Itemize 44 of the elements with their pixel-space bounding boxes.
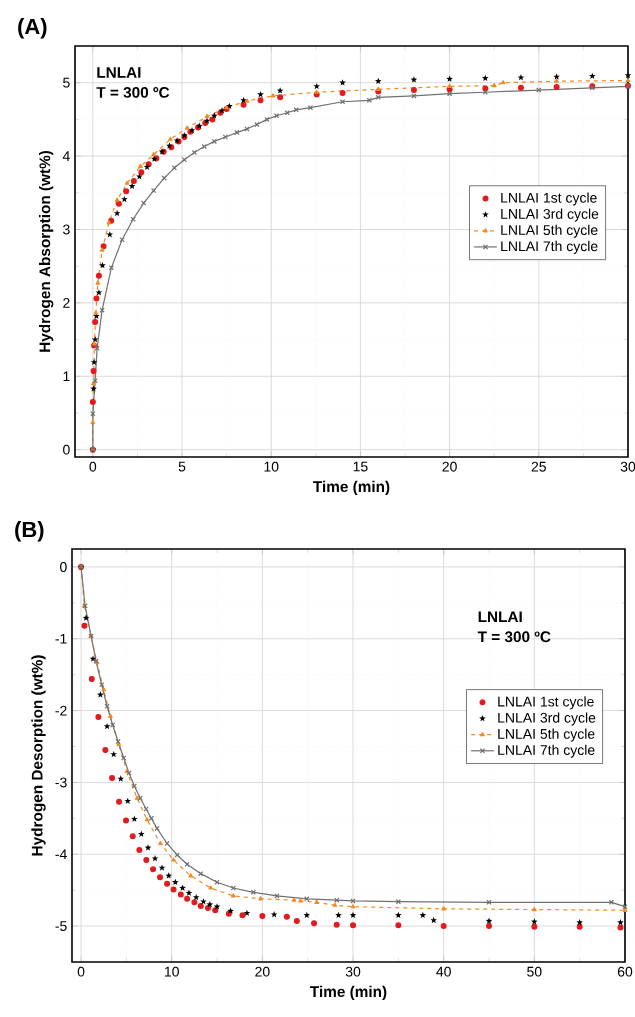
y-tick-label: 3 [63,224,70,235]
y-axis-title: Hydrogen Desorption (wt%) [31,655,46,856]
x-tick-label: 15 [353,461,368,472]
y-tick-label: 0 [60,562,67,572]
y-tick-label: 2 [63,297,70,308]
x-tick-label: 10 [264,461,279,472]
legend-label: LNLAI 5th cycle [498,728,595,742]
annotation: T = 300 ºC [477,631,551,643]
legend-label: LNLAI 5th cycle [501,224,598,238]
y-tick-label: 1 [63,371,70,382]
x-axis-title: Time (min) [313,480,390,496]
x-tick-label: 50 [527,966,542,977]
legend-label: LNLAI 7th cycle [498,744,595,758]
annotation: LNLAI [97,67,141,78]
y-tick-label: 0 [63,444,70,455]
legend-label: LNLAI 7th cycle [501,240,598,254]
y-tick-label: -3 [55,777,67,788]
x-tick-label: 60 [617,966,633,977]
x-tick-label: 0 [77,966,85,977]
legend-label: LNLAI 1st cycle [501,192,597,206]
annotation: LNLAI [478,611,522,623]
x-tick-label: 0 [89,461,97,472]
annotation: T = 300 ºC [96,86,170,98]
y-axis-title: Hydrogen Absorption (wt%) [38,150,54,352]
legend-label: LNLAI 3rd cycle [498,712,596,726]
y-tick-label: -4 [55,849,67,860]
x-tick-label: 5 [178,461,186,472]
y-tick-label: -5 [55,921,67,931]
chart-title: (A) [18,18,47,39]
x-axis-title: Time (min) [310,985,387,1001]
x-tick-label: 20 [442,461,457,472]
x-tick-label: 25 [531,461,546,472]
y-tick-label: 5 [63,77,70,88]
y-tick-label: -2 [55,705,67,716]
chart-title: (B) [15,521,44,542]
x-tick-label: 30 [620,461,635,472]
x-tick-label: 10 [165,966,179,977]
y-tick-label: 4 [62,151,70,161]
x-tick-label: 20 [255,966,270,977]
x-tick-label: 30 [345,966,361,977]
legend-label: LNLAI 3rd cycle [501,208,599,222]
legend-label: LNLAI 1st cycle [498,696,594,710]
x-tick-label: 40 [436,966,451,977]
y-tick-label: -1 [55,633,67,644]
